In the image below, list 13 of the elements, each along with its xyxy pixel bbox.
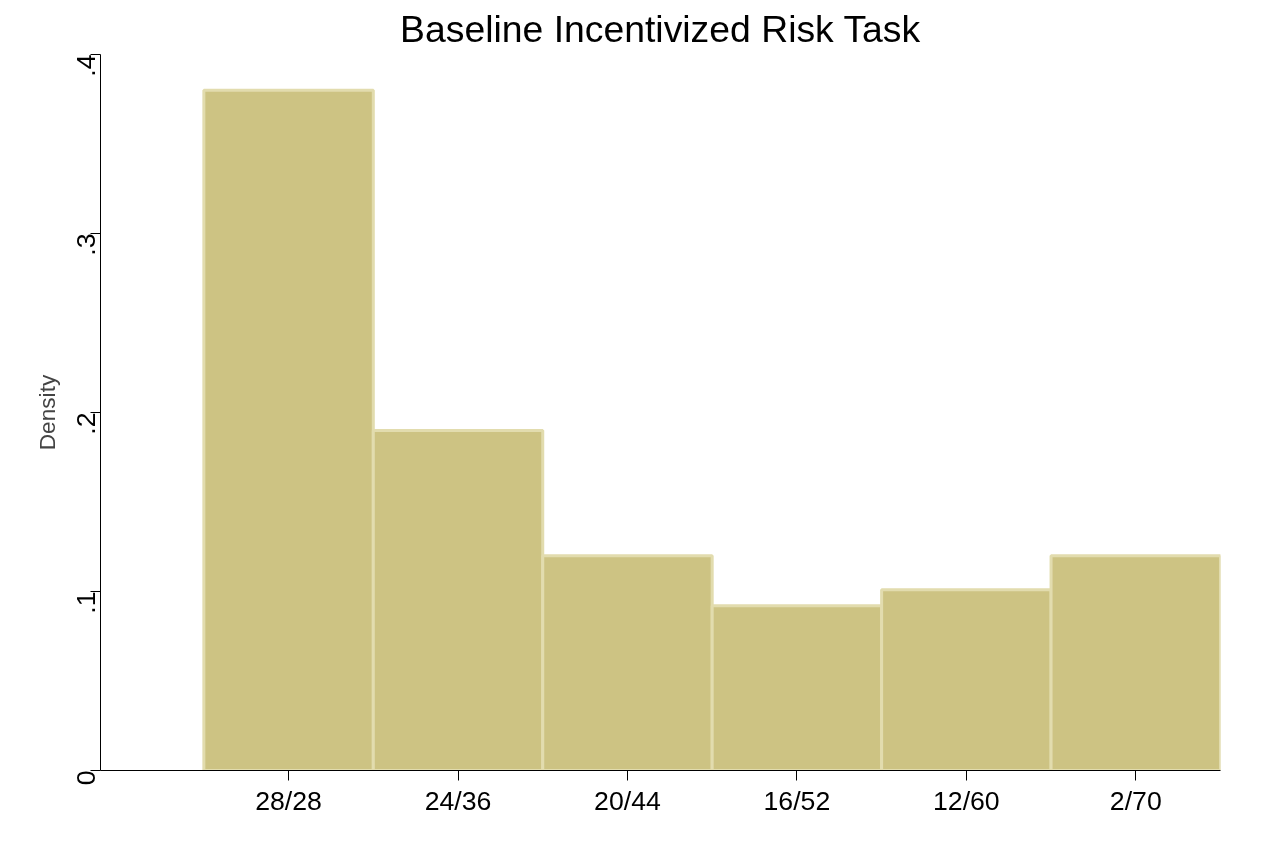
x-tick-label: 2/70	[1109, 785, 1162, 816]
x-tick-label: 20/44	[594, 785, 661, 816]
x-tick-label: 24/36	[424, 785, 492, 816]
y-tick-label: .1	[70, 591, 101, 614]
y-tick-label: 0	[70, 770, 101, 786]
x-tick-label: 28/28	[255, 785, 322, 816]
x-tick-label: 16/52	[763, 785, 831, 816]
y-tick-label: .2	[70, 412, 101, 435]
y-tick-label: .3	[70, 233, 101, 256]
x-tick-label: 12/60	[932, 785, 1000, 816]
chart-title: Baseline Incentivized Risk Task	[400, 7, 921, 50]
y-tick-label: .4	[70, 54, 101, 77]
y-axis-title: Density	[33, 374, 60, 451]
